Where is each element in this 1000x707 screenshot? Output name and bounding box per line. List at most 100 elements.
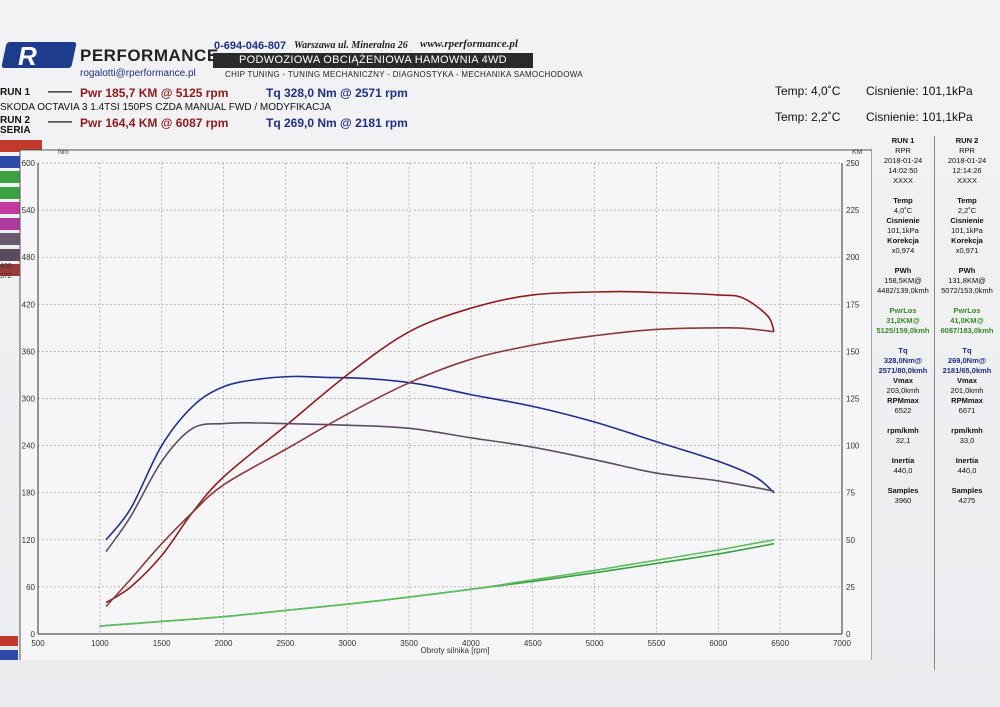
run2-detail-row: Korekcja — [951, 236, 983, 245]
run2-detail-row: Tq — [962, 346, 972, 355]
run1-pressure: Cisnienie: 101,1kPa — [866, 84, 973, 98]
y-right-tick-label: 225 — [846, 206, 860, 215]
run2-detail-row: 2181/65,0kmh — [942, 366, 992, 375]
x-tick-label: 3500 — [400, 639, 418, 648]
run2-detail-row: 5072/153,0kmh — [941, 286, 993, 295]
run1-detail-row: Samples — [887, 486, 919, 495]
run1-details-column: RUN 1 RPR 2018-01-24 14:02:50 XXXX Temp 4,0˚C C… — [872, 136, 934, 506]
run1-detail-row: Vmax — [892, 376, 913, 385]
y-axis-left-title: Nm — [58, 149, 69, 156]
run1-detail-row: Korekcja — [887, 236, 919, 245]
header-tagline: CHIP TUNING - TUNING MECHANICZNY - DIAGN… — [225, 70, 583, 79]
run1-detail-row: PwrLos — [889, 306, 917, 315]
legend-number-1: 400 — [0, 263, 12, 270]
company-address: Warszawa ul. Mineralna 26 — [294, 40, 408, 51]
run2-power: Pwr 164,4 KM @ 6087 rpm — [80, 116, 229, 130]
y-left-tick-label: 240 — [22, 442, 36, 451]
run1-detail-row: 14:02:50 — [888, 166, 918, 175]
run1-detail-row: 32,1 — [895, 436, 911, 445]
run1-detail-row: 101,1kPa — [887, 226, 919, 235]
run1-detail-row — [872, 256, 934, 266]
run2-pressure: Cisnienie: 101,1kPa — [866, 110, 973, 124]
run1-torque: Tq 328,0 Nm @ 2571 rpm — [266, 86, 408, 100]
run2-detail-row: Cisnienie — [950, 216, 984, 225]
y-right-tick-label: 175 — [846, 300, 860, 309]
run1-detail-row: RPR — [895, 146, 911, 155]
run2-detail-row: Temp — [957, 196, 977, 205]
run2-detail-row: 2,2˚C — [957, 206, 977, 215]
header-banner: PODWOZIOWA OBCIĄŻENIOWA HAMOWNIA 4WD — [213, 53, 533, 68]
x-tick-label: 4500 — [524, 639, 542, 648]
company-logo: R PERFORMANCE — [1, 41, 218, 72]
run2-detail-row — [936, 336, 998, 346]
y-right-tick-label: 250 — [846, 159, 860, 168]
run2-detail-row: 201,0kmh — [950, 386, 984, 395]
run2-detail-row — [936, 476, 998, 486]
x-tick-label: 2000 — [215, 639, 233, 648]
run1-detail-row: 6522 — [894, 406, 912, 415]
chart-frame — [19, 149, 872, 660]
run1-detail-row: 31,2KM@ — [886, 316, 920, 325]
x-tick-label: 1000 — [91, 639, 109, 648]
y-left-tick-label: 600 — [22, 159, 36, 168]
y-right-tick-label: 150 — [846, 347, 860, 356]
run2-detail-row: RPR — [959, 146, 975, 155]
run1-detail-row — [872, 186, 934, 196]
run2-detail-row: 4275 — [958, 496, 976, 505]
y-left-tick-label: 480 — [22, 253, 36, 262]
run2-line-sample: —— — [48, 114, 72, 128]
y-left-tick-label: 360 — [22, 347, 36, 356]
x-tick-label: 7000 — [833, 639, 851, 648]
run2-label: RUN 2 — [0, 115, 31, 126]
run2-sublabel: SERIA — [0, 125, 31, 136]
run1-detail-row: 3960 — [894, 496, 912, 505]
run2-detail-row: x0,971 — [955, 246, 979, 255]
run1-detail-row — [872, 296, 934, 306]
x-tick-label: 2500 — [276, 639, 294, 648]
run2-torque: Tq 269,0 Nm @ 2181 rpm — [266, 116, 408, 130]
x-tick-label: 5500 — [648, 639, 666, 648]
x-axis-title: Obroty silnika [rpm] — [421, 646, 490, 655]
company-website: www.rperformance.pl — [420, 38, 518, 50]
run2-detail-row: RPMmax — [951, 396, 983, 405]
run1-power: Pwr 185,7 KM @ 5125 rpm — [80, 86, 229, 100]
y-left-tick-label: 0 — [31, 630, 36, 639]
run1-detail-row: 4482/139,0kmh — [877, 286, 929, 295]
x-tick-label: 1500 — [153, 639, 171, 648]
run1-detail-row: 5125/159,0kmh — [876, 326, 930, 335]
x-tick-label: 500 — [31, 639, 45, 648]
run2-detail-row: 440,0 — [957, 466, 977, 475]
run1-detail-row: 2018-01-24 — [883, 156, 923, 165]
logo-mark: R — [18, 41, 37, 71]
x-tick-label: 3000 — [338, 639, 356, 648]
run1-detail-row: 2571/80,0kmh — [878, 366, 928, 375]
footer-swatch-blue — [0, 650, 18, 660]
run1-detail-row — [872, 476, 934, 486]
run2-temperature: Temp: 2,2˚C — [775, 110, 841, 124]
run1-detail-row: Temp — [893, 196, 913, 205]
dyno-chart: 500 1000 1500 2000 2500 3000 3500 4000 4500 5000 5… — [19, 149, 872, 660]
run2-detail-row — [936, 256, 998, 266]
run1-detail-row — [872, 446, 934, 456]
run1-detail-row: 440,0 — [893, 466, 913, 475]
y-right-tick-label: 25 — [846, 583, 855, 592]
vehicle-description: SKODA OCTAVIA 3 1.4TSI 150PS CZDA MANUAL… — [0, 102, 332, 113]
run2-detail-row: PwrLos — [953, 306, 981, 315]
y-right-tick-label: 50 — [846, 536, 855, 545]
y-right-tick-label: 0 — [846, 630, 851, 639]
run1-detail-row: PWh — [894, 266, 912, 275]
run1-detail-row: Cisnienie — [886, 216, 920, 225]
run2-detail-row: 131,8KM@ — [948, 276, 986, 285]
run1-detail-row: RUN 1 — [891, 136, 915, 145]
run1-detail-row: 328,0Nm@ — [883, 356, 923, 365]
run2-detail-row: 2018-01-24 — [947, 156, 987, 165]
table-divider — [934, 136, 935, 670]
legend-swatch-1 — [0, 140, 42, 152]
company-email: rogalotti@rperformance.pl — [80, 68, 196, 79]
x-tick-label: 6500 — [771, 639, 789, 648]
run2-detail-row — [936, 446, 998, 456]
run1-detail-row: Tq — [898, 346, 908, 355]
y-right-tick-label: 100 — [846, 442, 860, 451]
run2-detail-row — [936, 416, 998, 426]
